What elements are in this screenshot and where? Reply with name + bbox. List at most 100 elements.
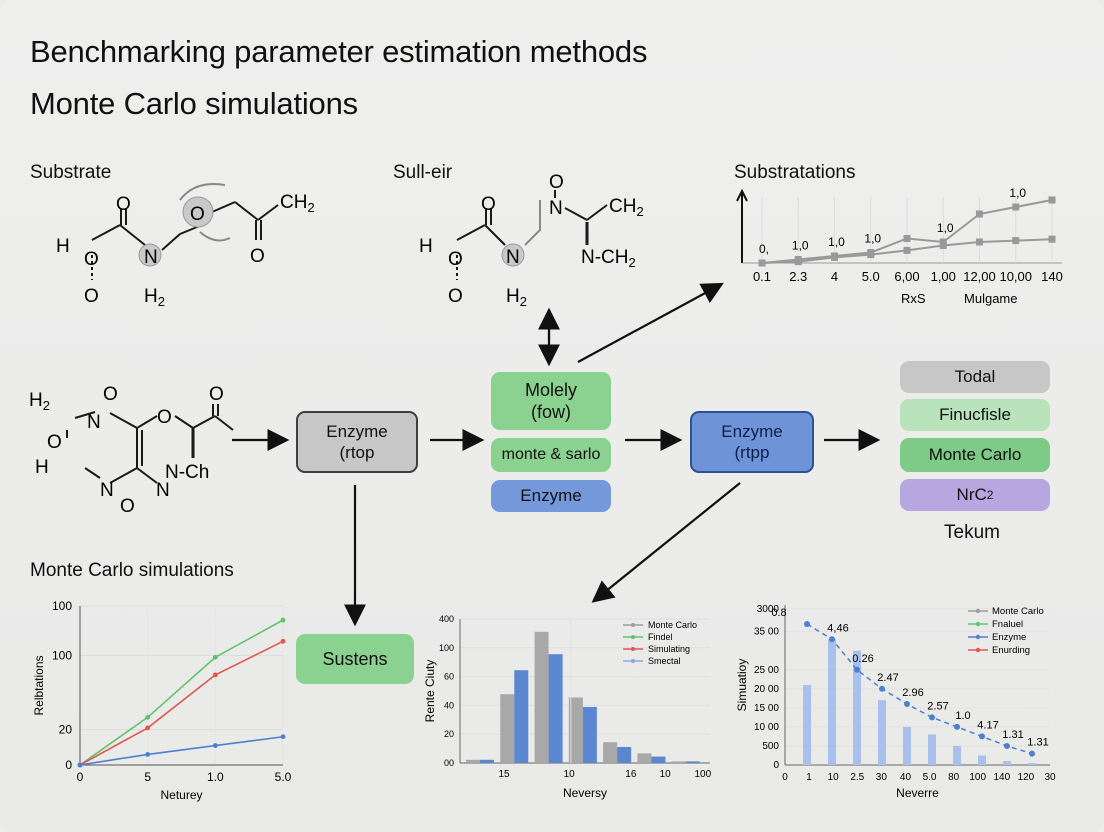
series-point [145, 714, 151, 720]
mol1-n: N [144, 247, 158, 268]
mol3-nch: N-Ch [165, 462, 209, 483]
series-point [77, 762, 83, 768]
series-point [280, 617, 286, 623]
mol3-o-bot: O [120, 496, 135, 517]
x-tick-label: 40 [900, 772, 912, 783]
x-tick-label: 140 [1041, 269, 1063, 284]
series-point [758, 259, 766, 267]
series-point [831, 253, 838, 261]
moley-fow-box: Molely (fow) [491, 372, 611, 430]
x-tick-label: 12,00 [963, 269, 996, 284]
y-axis-label: Relbtations [32, 655, 46, 715]
data-label: 1,0 [937, 221, 954, 235]
histogram-bar [534, 631, 549, 763]
page-title-line-2: Monte Carlo simulations [30, 86, 358, 121]
mol3-o1: O [103, 384, 118, 405]
x-tick-label: 6,00 [894, 269, 919, 284]
legend-marker [631, 635, 635, 639]
y-tick-label: 0 [65, 758, 72, 772]
y-tick-label: 60 [444, 672, 454, 682]
series-point [867, 251, 875, 259]
x-tick-label: 10,00 [999, 269, 1032, 284]
page-title-line-1: Benchmarking parameter estimation method… [30, 34, 648, 69]
x-tick-label: 2.5 [850, 772, 864, 783]
y-tick-label: 10 00 [754, 722, 779, 733]
series-point [976, 238, 983, 246]
point-label: 0.26 [852, 653, 873, 665]
legend-marker [631, 623, 635, 627]
y-axis-arrow [736, 188, 748, 202]
trend-point [829, 636, 835, 643]
y-tick-label: 500 [762, 741, 779, 752]
x-axis-label: Neverre [896, 786, 939, 800]
legend-marker [631, 647, 635, 651]
substrate-molecule: O H O N O H2 O CH2 O [56, 183, 315, 309]
legend-marker [975, 608, 981, 614]
point-label: 2.96 [902, 687, 923, 699]
trend-point [979, 733, 985, 740]
legend-label: Findel [648, 632, 673, 642]
bar [803, 685, 811, 765]
point-label: 4.17 [977, 719, 998, 731]
histogram-bar [548, 654, 563, 763]
sustens-box: Sustens [296, 634, 414, 684]
mol2-ch2a: CH2 [609, 196, 644, 219]
y-tick-label: 25 00 [754, 665, 779, 676]
mol3-h: H [35, 457, 49, 478]
mol2-h2: H2 [506, 286, 527, 309]
x-tick-label: 80 [948, 772, 960, 783]
series-line-1 [79, 640, 284, 766]
x-axis-label: Neturey [160, 788, 202, 802]
mol2-o-mid: O [448, 249, 463, 270]
x-tick-label: 10 [564, 769, 576, 780]
series-point [145, 752, 151, 757]
data-label: 1,0 [792, 239, 809, 253]
point-label: 4,46 [827, 622, 848, 634]
x-tick-label: 120 [1018, 772, 1035, 783]
x-label-left: RxS [901, 291, 926, 306]
trend-point [879, 685, 885, 692]
x-axis-label: Neversy [563, 786, 607, 800]
histogram-bar [568, 697, 583, 763]
histogram-bar [514, 670, 529, 763]
series-point [939, 242, 947, 249]
series-line-2 [79, 735, 284, 766]
y-tick-label: 0 [773, 760, 779, 771]
stack-item-todal: Todal [900, 361, 1050, 393]
stack-item-monte-carlo: Monte Carlo [900, 438, 1050, 472]
monte-carlo-simulations-label: Monte Carlo simulations [30, 560, 234, 581]
bar [878, 700, 886, 765]
y-tick-label: 100 [52, 648, 72, 662]
bar [828, 639, 836, 765]
point-label: 2.57 [927, 700, 948, 712]
histogram-bar [617, 747, 632, 763]
x-tick-label: 1 [806, 772, 812, 783]
x-tick-label: 0 [77, 770, 84, 784]
legend-label: Simulating [648, 644, 690, 654]
enzyme-blue-box: Enzyme [491, 480, 611, 512]
arrow-to-histogram [591, 482, 741, 603]
x-tick-label: 16 [625, 769, 637, 780]
data-label: 0, [759, 242, 769, 256]
data-label: 1,0 [828, 235, 845, 249]
series-point [794, 258, 802, 266]
y-tick-label: 20 [59, 723, 73, 737]
mol1-o-mid: O [84, 249, 99, 270]
point-label: 0.8 [771, 607, 786, 619]
series-point [1012, 237, 1020, 245]
point-label: 1.31 [1027, 737, 1048, 749]
mol1-o-right: O [250, 246, 265, 267]
point-label: 2.47 [877, 672, 898, 684]
mol3-o-ketone: O [209, 384, 224, 405]
series-point [212, 743, 218, 748]
y-tick-label: 00 [444, 758, 454, 768]
point-label: 1.31 [1002, 729, 1023, 741]
mol1-h2: H2 [144, 286, 165, 309]
data-label: 1,0 [1009, 186, 1026, 200]
legend-label: Monte Carlo [992, 606, 1044, 617]
trend-point [804, 621, 810, 628]
x-label-right: Mulgame [964, 291, 1017, 306]
enzyme-rtpp-box: Enzyme (rtpp [690, 411, 814, 473]
